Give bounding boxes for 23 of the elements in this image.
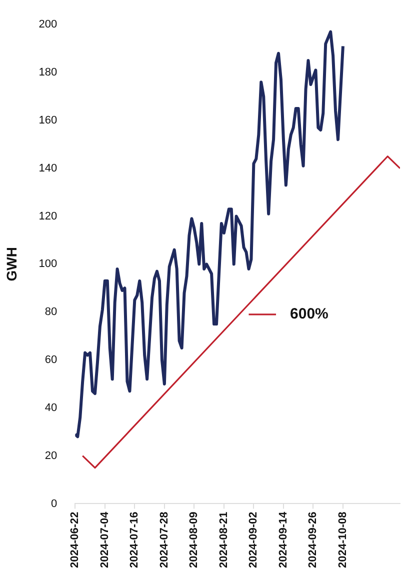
x-tick-label: 2024-07-04 xyxy=(98,510,111,568)
y-tick-label: 80 xyxy=(44,306,58,318)
annotation: 600% xyxy=(290,306,328,323)
y-tick-label: 20 xyxy=(44,450,58,462)
x-tick-label: 2024-06-22 xyxy=(69,512,82,568)
x-tick-label: 2024-10-08 xyxy=(336,512,349,568)
x-tick-label: 2024-09-02 xyxy=(248,512,260,568)
y-tick-label: 100 xyxy=(38,258,58,270)
y-tick-label: 200 xyxy=(38,18,58,31)
y-tick-label: 120 xyxy=(38,210,58,222)
x-tick-label: 2024-08-21 xyxy=(218,512,230,568)
y-tick-label: 40 xyxy=(44,402,58,414)
x-tick-label: 2024-09-26 xyxy=(307,512,320,568)
y-tick-label: 0 xyxy=(51,498,58,510)
y-tick-label: 160 xyxy=(38,114,58,126)
y-tick-label: 140 xyxy=(38,162,58,174)
x-tick-label: 2024-08-09 xyxy=(188,512,200,568)
x-tick-label: 2024-07-28 xyxy=(158,512,170,568)
x-tick-label: 2024-09-14 xyxy=(277,510,290,568)
x-tick-label: 2024-07-16 xyxy=(128,512,141,568)
y-tick-label: 60 xyxy=(44,354,58,366)
y-tick-label: 180 xyxy=(38,66,58,79)
y-axis-title: GWH xyxy=(3,247,20,282)
